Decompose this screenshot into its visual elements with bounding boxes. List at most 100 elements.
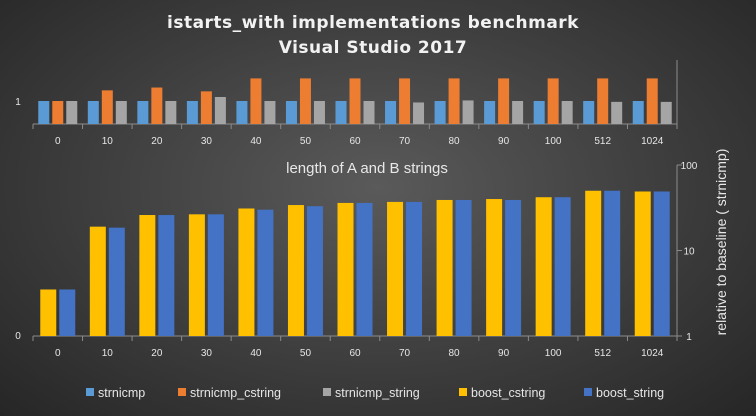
legend-label-strnicmp: strnicmp (98, 386, 145, 400)
top-bar-strnicmp-30 (186, 101, 198, 124)
legend-swatch-strnicmp_cstring (178, 388, 186, 396)
bottom-bar-boost_cstring-30 (188, 214, 205, 336)
top-x-tick-label: 40 (250, 136, 262, 147)
bottom-bar-boost_string-60 (356, 202, 373, 336)
top-x-tick-label: 60 (349, 136, 361, 147)
top-bar-strnicmp-70 (385, 101, 397, 124)
bottom-bar-boost_string-10 (108, 227, 125, 336)
top-bar-strnicmp_string-512 (611, 101, 623, 124)
top-bar-strnicmp-20 (137, 101, 149, 124)
bottom-bar-boost_string-100 (554, 197, 571, 336)
legend: strnicmp strnicmp_cstring strnicmp_string b… (86, 386, 664, 400)
top-bar-strnicmp_cstring-60 (349, 78, 361, 124)
bottom-x-tick-label: 30 (201, 348, 213, 359)
legend-swatch-boost_string (584, 388, 592, 396)
legend-swatch-boost_cstring (459, 388, 467, 396)
bottom-y-ticks-group: 1 10 100 (677, 161, 698, 343)
top-bar-strnicmp_string-30 (214, 96, 226, 124)
top-x-tick-label: 30 (201, 136, 213, 147)
bottom-y-tick-label: 1 (686, 332, 692, 343)
top-bar-strnicmp_string-20 (165, 101, 177, 124)
bottom-bar-boost_string-40 (257, 209, 274, 336)
top-x-tick-label: 20 (151, 136, 163, 147)
top-x-tick-label: 0 (55, 136, 61, 147)
top-bar-strnicmp-512 (583, 101, 595, 124)
top-bar-strnicmp_string-50 (313, 101, 325, 124)
top-bar-strnicmp-100 (533, 101, 545, 124)
bottom-bar-boost_cstring-1024 (634, 191, 651, 336)
legend-label-boost_string: boost_string (596, 386, 664, 400)
bottom-bar-boost_cstring-100 (535, 197, 552, 336)
top-bar-strnicmp_cstring-512 (597, 78, 609, 124)
bottom-bar-boost_string-20 (158, 215, 175, 336)
bottom-bar-boost_string-1024 (653, 191, 670, 336)
bottom-x-tick-label: 20 (151, 348, 163, 359)
top-bar-strnicmp_string-10 (115, 101, 127, 124)
bottom-x-tick-label: 512 (594, 348, 611, 359)
bottom-y-tick-label: 100 (681, 161, 698, 172)
bottom-bar-boost_cstring-60 (337, 202, 354, 336)
top-x-tick-label: 90 (498, 136, 510, 147)
bottom-x-tick-label: 60 (349, 348, 361, 359)
top-bar-strnicmp_string-80 (462, 100, 474, 124)
legend-label-strnicmp_string: strnicmp_string (335, 386, 420, 400)
top-bar-strnicmp-40 (236, 101, 248, 124)
top-bar-strnicmp_string-60 (363, 101, 375, 124)
top-bar-strnicmp_string-90 (512, 101, 524, 124)
top-x-tick-label: 10 (102, 136, 114, 147)
top-bar-strnicmp_cstring-50 (299, 78, 311, 124)
bottom-x-tick-label: 70 (399, 348, 411, 359)
bottom-x-tick-label: 90 (498, 348, 510, 359)
top-bar-strnicmp_string-1024 (660, 101, 672, 124)
top-bar-strnicmp-90 (484, 101, 496, 124)
bottom-bar-boost_cstring-512 (585, 190, 602, 336)
bottom-bars-group (40, 190, 670, 336)
top-bar-strnicmp_cstring-70 (399, 78, 411, 124)
top-bar-strnicmp_cstring-10 (101, 90, 113, 124)
top-bar-strnicmp_cstring-80 (448, 78, 460, 124)
top-bar-strnicmp-10 (87, 101, 99, 124)
bottom-x-ticks-group: 0 10 20 30 40 50 60 70 80 90 100 512 1024 (32, 336, 678, 359)
bottom-x-tick-label: 10 (102, 348, 114, 359)
top-bar-strnicmp_string-70 (413, 102, 425, 124)
legend-label-strnicmp_cstring: strnicmp_cstring (190, 386, 281, 400)
top-bar-strnicmp-50 (285, 101, 297, 124)
chart-title-line1: istarts_with implementations benchmark (167, 13, 579, 33)
top-x-tick-label: 1024 (641, 136, 664, 147)
bottom-x-tick-label: 80 (449, 348, 461, 359)
top-bar-strnicmp_cstring-20 (151, 87, 163, 124)
bottom-bar-boost_cstring-20 (139, 215, 156, 336)
top-bar-strnicmp_cstring-1024 (646, 78, 658, 124)
bottom-left-y-tick-label: 0 (15, 331, 21, 342)
top-bar-strnicmp_cstring-40 (250, 78, 262, 124)
legend-swatch-strnicmp (86, 388, 94, 396)
bottom-bar-boost_cstring-10 (89, 226, 106, 336)
y-axis-title: relative to baseline ( strnicmp) (713, 149, 729, 336)
bottom-bar-boost_string-30 (207, 214, 224, 336)
bottom-bar-boost_cstring-90 (486, 199, 503, 336)
top-bar-strnicmp-60 (335, 101, 347, 124)
top-bar-strnicmp_cstring-0 (52, 101, 64, 124)
bottom-x-tick-label: 100 (545, 348, 562, 359)
top-bar-strnicmp_string-40 (264, 101, 276, 124)
bottom-bar-boost_cstring-50 (287, 205, 304, 336)
bottom-y-tick-label: 10 (683, 247, 695, 258)
bottom-x-tick-label: 50 (300, 348, 312, 359)
top-x-tick-label: 70 (399, 136, 411, 147)
legend-swatch-strnicmp_string (323, 388, 331, 396)
top-x-tick-label: 50 (300, 136, 312, 147)
bottom-bar-boost_string-0 (59, 289, 76, 336)
bottom-bar-boost_cstring-40 (238, 208, 255, 336)
bottom-bar-boost_string-70 (406, 201, 423, 336)
top-x-ticks-group: 0 10 20 30 40 50 60 70 80 90 100 512 1024 (32, 124, 678, 147)
top-bars-group (38, 78, 672, 124)
bottom-bar-boost_cstring-0 (40, 289, 57, 336)
top-x-tick-label: 512 (594, 136, 611, 147)
top-y-tick-label: 1 (15, 97, 21, 108)
top-bar-strnicmp_cstring-90 (498, 78, 510, 124)
top-bar-strnicmp_cstring-100 (547, 78, 559, 124)
bottom-x-tick-label: 1024 (641, 348, 664, 359)
bottom-bar-boost_string-90 (505, 199, 522, 336)
